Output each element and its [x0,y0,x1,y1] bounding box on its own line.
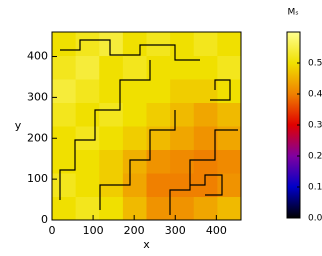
heatmap-cell [217,196,242,221]
heatmap-cell [52,173,77,197]
heatmap-cell [75,32,100,56]
plot-frame [51,31,242,221]
heatmap-cell [99,196,124,221]
heatmap-cell [170,55,195,80]
heatmap-cell [217,32,242,56]
heatmap-cell [170,102,195,127]
heatmap-cell [52,32,77,56]
heatmap-cell [146,79,171,103]
y-tick-label: 300 [27,90,48,103]
y-tick-label: 100 [27,172,48,185]
heatmap-cell [75,196,100,221]
heatmap-cell [75,149,100,174]
heatmap-cell [146,173,171,197]
y-tick-label: 0 [41,213,48,226]
heatmap-cell [170,32,195,56]
heatmap-cell [193,79,218,103]
heatmap-cell [122,196,147,221]
x-tick-label: 0 [49,224,56,237]
heatmap-cell [122,126,147,150]
colorbar-tick-label: 0.2 [308,152,322,162]
heatmap-cell [122,55,147,80]
colorbar-label: Mₛ [287,8,298,18]
heatmap-cell [75,126,100,150]
heatmap-cell [193,102,218,127]
heatmap-cell [217,149,242,174]
contours [59,39,238,215]
heatmap-cell [75,55,100,80]
heatmap-cell [99,102,124,127]
heatmap-cell [99,79,124,103]
y-tick-label: 200 [27,131,48,144]
heatmap-cell [170,79,195,103]
y-axis-label: y [15,119,22,132]
heatmap-cell [170,149,195,174]
heatmap-cell [122,79,147,103]
heatmap-cell [217,55,242,80]
x-tick-label: 400 [206,224,227,237]
heatmap-cell [52,79,77,103]
heatmap [52,32,242,221]
heatmap-cell [52,102,77,127]
heatmap-cell [75,79,100,103]
heatmap-cell [122,149,147,174]
heatmap-cell [193,196,218,221]
heatmap-cell [146,196,171,221]
heatmap-cell [193,126,218,150]
heatmap-cell [217,173,242,197]
heatmap-cell [217,102,242,127]
heatmap-cell [193,149,218,174]
heatmap-cell [99,32,124,56]
heatmap-cell [99,126,124,150]
heatmap-cell [146,102,171,127]
heatmap-cell [122,102,147,127]
colorbar-tick-label: 0.3 [308,121,322,131]
heatmap-cell [52,55,77,80]
x-tick-label: 300 [165,224,186,237]
heatmap-cell [75,173,100,197]
colorbar-tick-label: 0.0 [308,214,322,224]
heatmap-cell [193,32,218,56]
heatmap-cell [52,196,77,221]
x-tick-label: 100 [83,224,104,237]
colorbar-tick-label: 0.4 [308,90,322,100]
colorbar-tick-label: 0.1 [308,183,322,193]
heatmap-cell [170,196,195,221]
y-tick-label: 400 [27,50,48,63]
heatmap-cell [75,102,100,127]
x-axis-label: x [143,238,150,251]
colorbar-tick-label: 0.5 [308,59,322,69]
heatmap-cell [146,32,171,56]
x-tick-label: 200 [124,224,145,237]
heatmap-cell [99,55,124,80]
heatmap-cell [193,55,218,80]
heatmap-cell [122,32,147,56]
heatmap-cell [99,149,124,174]
